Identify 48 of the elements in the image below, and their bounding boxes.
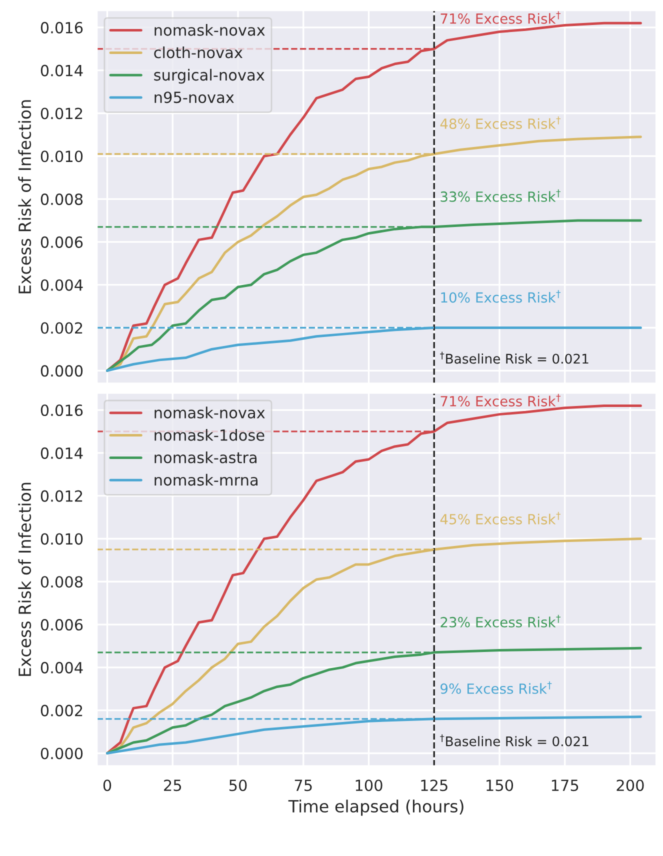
x-tick-label: 150 [486,780,514,792]
annotation: $^{†}$Baseline Risk = 0.021 [440,352,588,364]
legend-label: cloth-novax [154,46,242,58]
y-tick-label: 0.000 [40,365,83,377]
y-tick-label: 0.012 [40,490,82,502]
y-tick-label: 0.008 [40,194,83,206]
y-tick-label: 0.016 [40,404,83,416]
x-tick-label: 25 [164,780,182,792]
ref-line-label: 33% Excess Risk$^{†}$ [440,189,561,202]
x-tick-label: 50 [229,780,247,792]
legend-label: nomask-mrna [154,474,258,486]
y-tick-label: 0.010 [40,533,83,545]
y-tick-label: 0.014 [40,447,83,459]
legend-label: n95-novax [154,92,234,104]
x-tick-label: 200 [616,780,644,792]
ref-line-label: 45% Excess Risk$^{†}$ [440,512,561,524]
legend-label: nomask-novax [154,406,265,418]
x-tick-label: 175 [552,780,578,792]
ref-line-label: 71% Excess Risk$^{†}$ [440,11,561,24]
legend-label: nomask-1dose [154,429,264,441]
x-tick-label: 125 [421,780,448,792]
x-tick-label: 0 [103,780,112,792]
y-tick-label: 0.006 [40,236,83,248]
legend-label: surgical-novax [154,68,264,84]
x-tick-label: 75 [294,780,312,792]
y-axis-title: Excess Risk of Infection [18,482,32,676]
y-tick-label: 0.014 [40,64,83,76]
y-tick-label: 0.010 [40,150,83,162]
ref-line-label: 48% Excess Risk$^{†}$ [440,116,561,129]
ref-line-label: 23% Excess Risk$^{†}$ [440,614,561,628]
y-tick-label: 0.002 [40,704,82,716]
y-axis-title: Excess Risk of Infection [18,100,32,294]
y-tick-label: 0.016 [40,22,83,34]
legend-label: nomask-novax [154,24,265,36]
y-tick-label: 0.004 [40,279,83,291]
ref-line-label: 10% Excess Risk$^{†}$ [441,290,561,303]
ref-line-label: 9% Excess Risk$^{†}$ [440,681,552,694]
annotation: $^{†}$Baseline Risk = 0.021 [440,734,588,746]
y-tick-label: 0.006 [40,619,83,631]
legend-label: nomask-astra [154,451,256,464]
y-tick-label: 0.008 [40,576,83,588]
y-tick-label: 0.002 [40,322,82,334]
y-tick-label: 0.012 [40,108,82,120]
ref-line-label: 71% Excess Risk$^{†}$ [440,394,561,406]
y-tick-label: 0.004 [40,662,83,674]
x-axis-title: Time elapsed (hours) [288,800,464,816]
y-tick-label: 0.000 [40,748,83,760]
x-tick-label: 100 [356,780,382,792]
